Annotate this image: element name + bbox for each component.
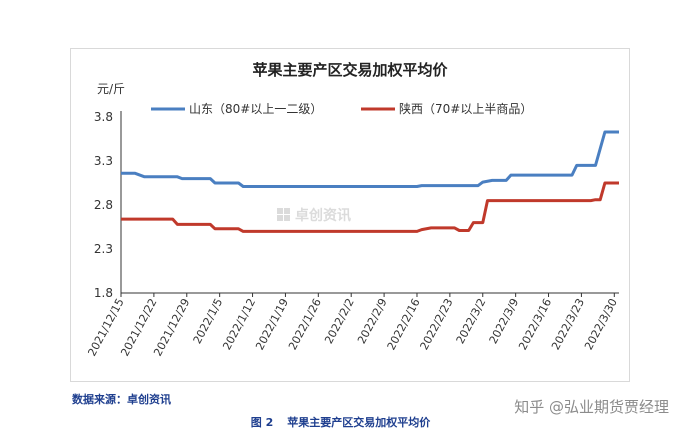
x-tick-label: 2022/1/12 xyxy=(220,296,258,352)
x-tick-label: 2022/1/5 xyxy=(191,296,226,346)
chart-axes xyxy=(120,111,619,294)
data-source-note: 数据来源：卓创资讯 xyxy=(72,393,171,406)
watermark-text: 卓创资讯 xyxy=(295,207,351,224)
chart-title: 苹果主要产区交易加权平均价 xyxy=(252,61,448,79)
chart-frame: 苹果主要产区交易加权平均价 元/斤 山东（80#以上一二级） 陕西（70#以上半商… xyxy=(70,48,630,382)
x-tick-label: 2022/3/30 xyxy=(582,296,620,352)
series-line-1 xyxy=(121,130,619,188)
chart-legend: 山东（80#以上一二级） 陕西（70#以上半商品） xyxy=(151,101,532,116)
x-tick-label: 2022/3/16 xyxy=(516,296,554,352)
apple-price-line-chart: 苹果主要产区交易加权平均价 元/斤 山东（80#以上一二级） 陕西（70#以上半商… xyxy=(85,61,620,358)
x-tick-label: 2022/2/16 xyxy=(385,296,423,352)
x-tick-label: 2022/2/9 xyxy=(355,296,390,346)
series-lines xyxy=(121,130,619,233)
y-axis-ticks: 3.8 3.3 2.8 2.3 1.8 xyxy=(94,110,113,300)
figure-title: 苹果主要产区交易加权平均价 xyxy=(287,416,431,429)
y-tick-label: 1.8 xyxy=(94,286,113,300)
series-line-2 xyxy=(121,181,619,233)
x-tick-label: 2022/2/2 xyxy=(322,296,357,346)
legend-label-1: 山东（80#以上一二级） xyxy=(189,102,322,116)
y-tick-label: 2.8 xyxy=(94,198,113,212)
y-tick-label: 3.3 xyxy=(94,154,113,168)
y-tick-label: 2.3 xyxy=(94,242,113,256)
x-tick-label: 2022/3/2 xyxy=(454,296,489,346)
x-tick-label: 2022/3/9 xyxy=(487,296,522,346)
figure-number: 图 2 xyxy=(250,416,274,429)
platform-watermark: 知乎 @弘业期货贾经理 xyxy=(514,398,669,416)
legend-label-2: 陕西（70#以上半商品） xyxy=(399,101,532,116)
figure-caption: 图 2 苹果主要产区交易加权平均价 xyxy=(0,414,681,430)
y-tick-label: 3.8 xyxy=(94,110,113,124)
y-axis-unit-label: 元/斤 xyxy=(97,82,125,96)
x-tick-label: 2022/1/26 xyxy=(286,296,324,352)
x-axis-ticks: 2021/12/152021/12/222021/12/292022/1/520… xyxy=(85,293,620,358)
x-tick-label: 2022/1/19 xyxy=(253,296,291,352)
watermark-logo: 卓创资讯 xyxy=(277,207,351,224)
x-tick-label: 2022/3/23 xyxy=(549,296,587,352)
x-tick-label: 2022/2/23 xyxy=(418,296,456,352)
